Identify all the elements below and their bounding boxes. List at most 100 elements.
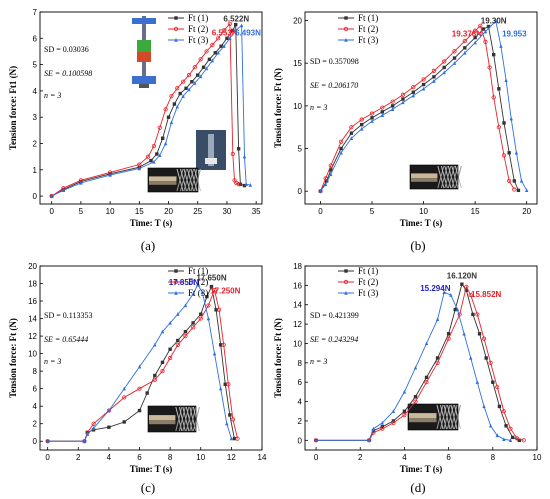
peak-annotation: 6.493N [235, 28, 261, 37]
data-point [213, 51, 217, 55]
y-tick-label: 2 [33, 420, 38, 429]
legend-label: Ft (1) [358, 266, 378, 276]
x-tick-label: 35 [252, 207, 261, 216]
specimen-inset-photo [407, 403, 461, 431]
x-axis-label: Time: T (s) [130, 464, 173, 474]
data-point [175, 86, 180, 91]
x-tick-label: 14 [258, 453, 267, 462]
data-point [411, 90, 415, 94]
specimen-inset-photo [409, 164, 462, 190]
data-point [509, 116, 513, 121]
stat-n: n = 3 [310, 357, 327, 366]
x-tick-label: 0 [45, 453, 50, 462]
photo-mesh-line [194, 168, 201, 192]
y-tick-label: 0 [298, 187, 303, 196]
data-point [242, 183, 247, 188]
x-tick-label: 5 [370, 207, 375, 216]
data-point [236, 182, 241, 187]
x-tick-label: 6 [446, 453, 451, 462]
data-point [504, 424, 508, 428]
data-point [481, 27, 486, 31]
legend-marker [174, 290, 178, 295]
data-point [401, 100, 405, 105]
data-point [424, 380, 429, 385]
data-point [477, 332, 482, 336]
data-point [228, 413, 232, 417]
specimen-inset-photo [147, 405, 200, 433]
y-tick-label: 14 [293, 301, 302, 310]
data-point [411, 93, 415, 98]
x-tick-label: 0 [314, 453, 319, 462]
data-point [91, 425, 96, 430]
y-tick-label: 0 [298, 436, 303, 445]
peak-annotation: 16.120N [447, 271, 477, 280]
data-point [49, 194, 54, 198]
data-point [151, 144, 157, 149]
data-point [483, 39, 488, 44]
x-tick-label: 4 [107, 453, 112, 462]
legend-label: Ft (2) [358, 24, 378, 34]
data-point [175, 342, 180, 347]
data-point [45, 439, 50, 443]
x-tick-label: 30 [222, 207, 231, 216]
data-point [380, 113, 385, 117]
x-tick-label: 5 [79, 207, 84, 216]
legend-label: Ft (3) [188, 35, 208, 45]
series-line [320, 24, 515, 192]
peak-annotation: 19.376N [452, 29, 482, 38]
data-point [217, 307, 222, 312]
data-point [380, 426, 385, 431]
data-point [502, 437, 506, 442]
data-point [471, 312, 475, 317]
data-point [181, 79, 186, 84]
data-point [519, 178, 524, 183]
data-point [370, 119, 374, 123]
y-tick-label: 20 [28, 262, 37, 271]
data-point [137, 364, 142, 369]
data-point [191, 291, 195, 296]
data-point [442, 70, 446, 75]
y-tick-label: 0 [33, 437, 38, 446]
data-point [510, 435, 515, 440]
photo-mesh-line [192, 406, 200, 432]
y-axis-label: Tension force: Ft (N) [8, 318, 18, 398]
peak-annotation: 17.650N [196, 274, 226, 283]
data-point [507, 151, 511, 155]
data-point [507, 178, 512, 184]
y-tick-label: 18 [28, 280, 37, 289]
data-point [153, 373, 157, 378]
data-point [152, 377, 157, 383]
legend-marker [344, 269, 348, 273]
x-tick-label: 8 [491, 453, 496, 462]
data-point [424, 375, 429, 380]
peak-annotation: 19.953 [502, 29, 527, 38]
data-point [491, 380, 495, 384]
legend-marker [173, 26, 179, 32]
series-3 [45, 282, 234, 443]
chart-panel-a: 0 5 10 15 20 25 30 35 0 1 2 3 4 5 6 7 Time: T (s) Tension… [8, 8, 263, 253]
y-tick-label: 5 [33, 61, 38, 70]
photo-textile-band [411, 173, 438, 179]
data-point [516, 188, 521, 193]
specimen-inset-photo [147, 167, 201, 193]
x-tick-label: 8 [168, 453, 173, 462]
data-point [192, 65, 197, 70]
data-point [212, 351, 217, 356]
data-point [198, 57, 203, 62]
data-point [488, 360, 493, 365]
data-point [108, 172, 112, 177]
data-point [359, 117, 364, 122]
data-point [504, 78, 508, 82]
clamp-photo-detail [205, 158, 217, 164]
data-point [390, 107, 395, 111]
x-axis-label: Time: T (s) [400, 464, 443, 474]
data-point [468, 292, 473, 298]
x-tick-label: 20 [522, 207, 531, 216]
data-point [172, 102, 177, 106]
peak-annotation: 17.250N [210, 287, 240, 296]
x-tick-label: 4 [402, 453, 407, 462]
data-point [244, 182, 248, 186]
data-point [391, 409, 396, 413]
data-point [209, 284, 214, 289]
data-point [413, 365, 418, 370]
